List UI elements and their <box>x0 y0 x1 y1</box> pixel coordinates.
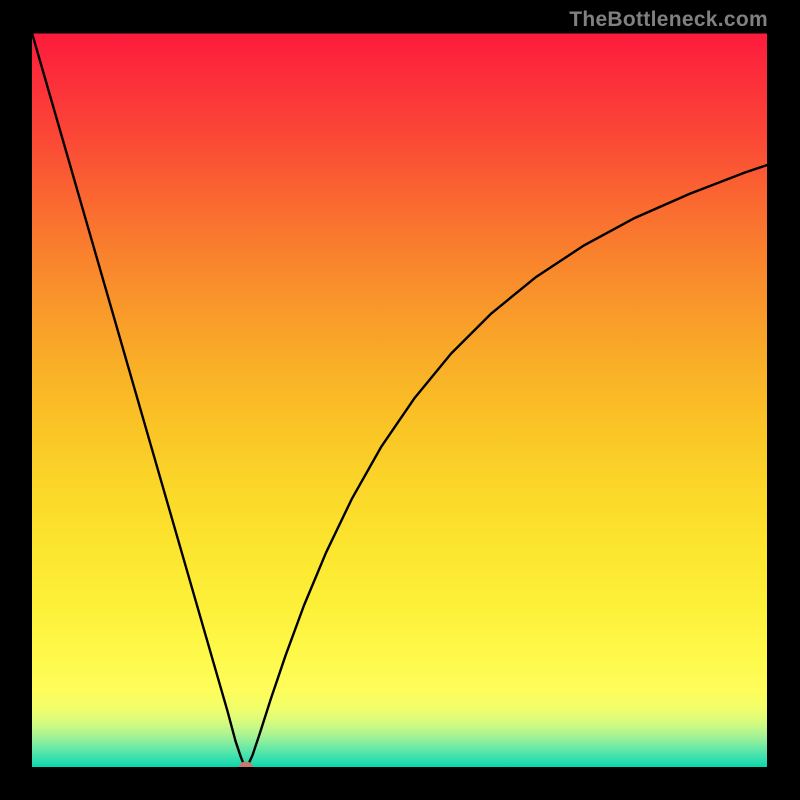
chart-frame: TheBottleneck.com <box>0 0 800 800</box>
minimum-marker <box>239 762 253 768</box>
bottleneck-curve <box>32 33 767 767</box>
watermark-text: TheBottleneck.com <box>569 8 768 32</box>
curve-layer <box>32 33 767 767</box>
plot-area <box>32 33 767 767</box>
